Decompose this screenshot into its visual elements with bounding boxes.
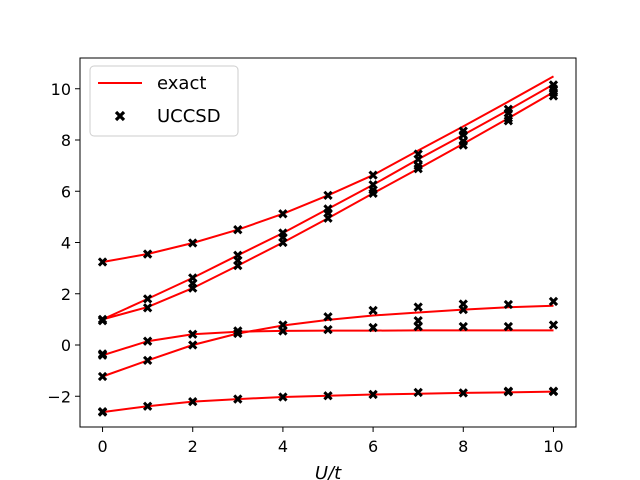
uccsd-marker <box>458 388 468 398</box>
uccsd-marker <box>413 164 423 174</box>
uccsd-marker <box>368 188 378 198</box>
uccsd-marker <box>503 116 514 126</box>
uccsd-marker <box>142 355 153 366</box>
uccsd-marker <box>97 349 108 359</box>
uccsd-marker <box>458 140 468 150</box>
uccsd-marker <box>278 209 288 219</box>
y-tick-label: 4 <box>61 234 71 253</box>
uccsd-markers <box>97 80 559 417</box>
uccsd-marker <box>368 305 378 316</box>
uccsd-marker <box>142 303 153 313</box>
uccsd-marker <box>323 190 333 201</box>
uccsd-marker <box>548 320 559 330</box>
x-tick-label: 8 <box>458 437 468 456</box>
uccsd-marker <box>233 328 243 339</box>
uccsd-marker <box>458 304 468 315</box>
uccsd-marker <box>278 392 288 402</box>
uccsd-marker <box>97 371 108 382</box>
x-tick-label: 2 <box>188 437 198 456</box>
uccsd-marker <box>188 340 198 350</box>
legend-exact-label: exact <box>157 73 206 94</box>
uccsd-marker <box>548 386 559 397</box>
legend-uccsd-swatch <box>114 110 126 122</box>
uccsd-marker <box>233 326 243 336</box>
uccsd-marker <box>323 324 333 335</box>
uccsd-marker <box>548 91 559 101</box>
uccsd-marker <box>503 299 514 310</box>
uccsd-marker <box>413 302 423 312</box>
uccsd-marker <box>458 321 468 332</box>
y-tick-label: 10 <box>51 80 71 99</box>
y-tick-label: 2 <box>61 285 71 304</box>
uccsd-marker <box>368 170 378 180</box>
uccsd-marker <box>323 213 333 223</box>
x-tick-label: 10 <box>543 437 563 456</box>
uccsd-marker <box>233 394 243 404</box>
x-tick-label: 6 <box>368 437 378 456</box>
uccsd-marker <box>503 321 514 332</box>
uccsd-marker <box>503 113 514 123</box>
uccsd-marker <box>233 260 243 271</box>
uccsd-marker <box>97 315 108 326</box>
uccsd-marker <box>97 257 108 267</box>
uccsd-marker <box>188 238 198 248</box>
uccsd-marker <box>413 387 423 398</box>
uccsd-marker <box>142 401 153 411</box>
uccsd-marker <box>368 389 378 400</box>
y-tick-label: −2 <box>47 387 71 406</box>
y-tick-label: 0 <box>61 336 71 355</box>
x-ticks: 0 2 4 6 8 10 <box>97 427 564 456</box>
uccsd-marker <box>188 396 198 407</box>
uccsd-marker <box>323 312 333 322</box>
uccsd-marker <box>413 321 423 332</box>
uccsd-marker <box>278 326 288 336</box>
y-ticks: −2 0 2 4 6 8 10 <box>47 80 80 406</box>
uccsd-marker <box>142 249 153 259</box>
x-axis-label: U/t <box>315 463 342 480</box>
x-tick-label: 4 <box>278 437 288 456</box>
legend: exact UCCSD <box>89 65 239 137</box>
uccsd-marker <box>503 387 514 397</box>
uccsd-marker <box>323 391 333 401</box>
uccsd-marker <box>368 322 378 333</box>
x-tick-label: 0 <box>97 437 107 456</box>
legend-uccsd-label: UCCSD <box>157 106 221 127</box>
y-tick-label: 8 <box>61 131 71 150</box>
uccsd-marker <box>97 406 108 417</box>
y-tick-label: 6 <box>61 182 71 201</box>
uccsd-marker <box>548 296 559 307</box>
uccsd-marker <box>188 329 198 339</box>
uccsd-marker <box>142 336 153 346</box>
uccsd-marker <box>233 225 243 235</box>
uccsd-marker <box>142 294 153 304</box>
uccsd-marker <box>278 237 288 248</box>
uccsd-marker <box>188 283 198 293</box>
exact-line-4 <box>102 304 554 378</box>
